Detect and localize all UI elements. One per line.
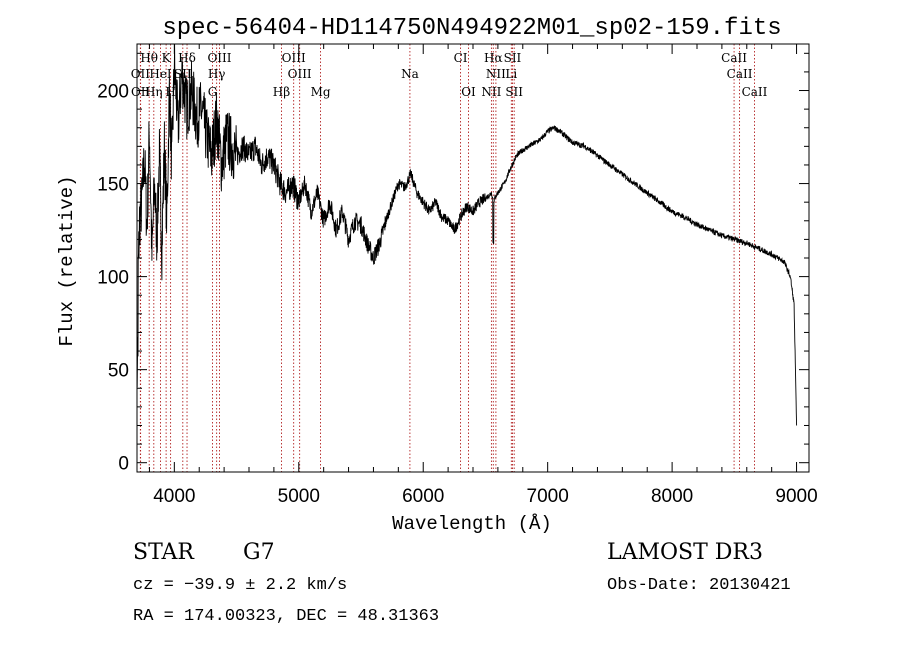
line-marker-label: OI <box>461 85 476 99</box>
x-tick-label: 4000 <box>153 486 195 507</box>
line-marker-label: H <box>165 85 175 99</box>
plot-frame <box>136 43 810 473</box>
line-marker-label: SII <box>505 85 523 99</box>
y-axis: 0 50 100 150 200 <box>97 52 809 475</box>
line-marker-label: NII <box>481 85 501 99</box>
chart-title: spec-56404-HD114750N494922M01_sp02-159.f… <box>162 15 781 42</box>
line-marker-label: OIII <box>282 51 306 65</box>
line-marker-label: OIII <box>207 51 231 65</box>
y-tick-label: 200 <box>97 82 129 103</box>
observation-date: Obs-Date: 20130421 <box>607 576 791 595</box>
x-tick-label: 9000 <box>775 486 817 507</box>
y-tick-label: 50 <box>108 361 129 382</box>
line-marker-label: OII <box>131 67 151 81</box>
line-marker-label: Hδ <box>178 51 196 65</box>
line-markers <box>139 44 755 472</box>
line-marker-label: K <box>162 51 172 65</box>
y-tick-label: 100 <box>97 268 129 289</box>
line-marker-label: NII <box>486 67 506 81</box>
line-marker-label: Hα <box>484 51 503 65</box>
spectrum-line <box>136 43 798 426</box>
line-marker-label: CI <box>454 51 468 65</box>
line-marker-label: CaII <box>742 85 768 99</box>
y-axis-label: Flux (relative) <box>56 175 78 346</box>
y-tick-label: 0 <box>118 454 129 475</box>
line-marker-label: OIII <box>288 67 312 81</box>
line-marker-label: Hγ <box>208 67 226 81</box>
line-marker-label: Hβ <box>273 85 290 99</box>
series-layer <box>136 43 798 426</box>
line-marker-label: Na <box>401 67 419 81</box>
coordinates-readout: RA = 174.00323, DEC = 48.31363 <box>133 607 439 626</box>
line-marker-label: CaII <box>721 51 747 65</box>
x-tick-label: 8000 <box>651 486 693 507</box>
y-tick-label: 150 <box>97 175 129 196</box>
line-marker-label: Li <box>505 67 517 81</box>
x-axis: 4000 5000 6000 7000 8000 9000 <box>148 44 818 507</box>
survey-name: LAMOST DR3 <box>607 540 763 565</box>
line-marker-label: Mg <box>311 85 331 99</box>
line-marker-label: HeI <box>149 67 172 81</box>
x-tick-label: 5000 <box>278 486 320 507</box>
x-tick-label: 7000 <box>527 486 569 507</box>
x-tick-label: 6000 <box>402 486 444 507</box>
line-marker-label: SII <box>504 51 522 65</box>
object-subclass: G7 <box>243 540 275 565</box>
redshift-readout: cz = −39.9 ± 2.2 km/s <box>133 576 347 595</box>
line-marker-label: Hθ <box>140 51 158 65</box>
line-marker-label: Hη <box>145 85 163 99</box>
line-marker-label: G <box>208 85 218 99</box>
line-marker-label: OII <box>131 85 151 99</box>
x-axis-label: Wavelength (Å) <box>392 513 552 535</box>
line-marker-label: CaII <box>727 67 753 81</box>
object-class: STAR <box>133 540 195 565</box>
